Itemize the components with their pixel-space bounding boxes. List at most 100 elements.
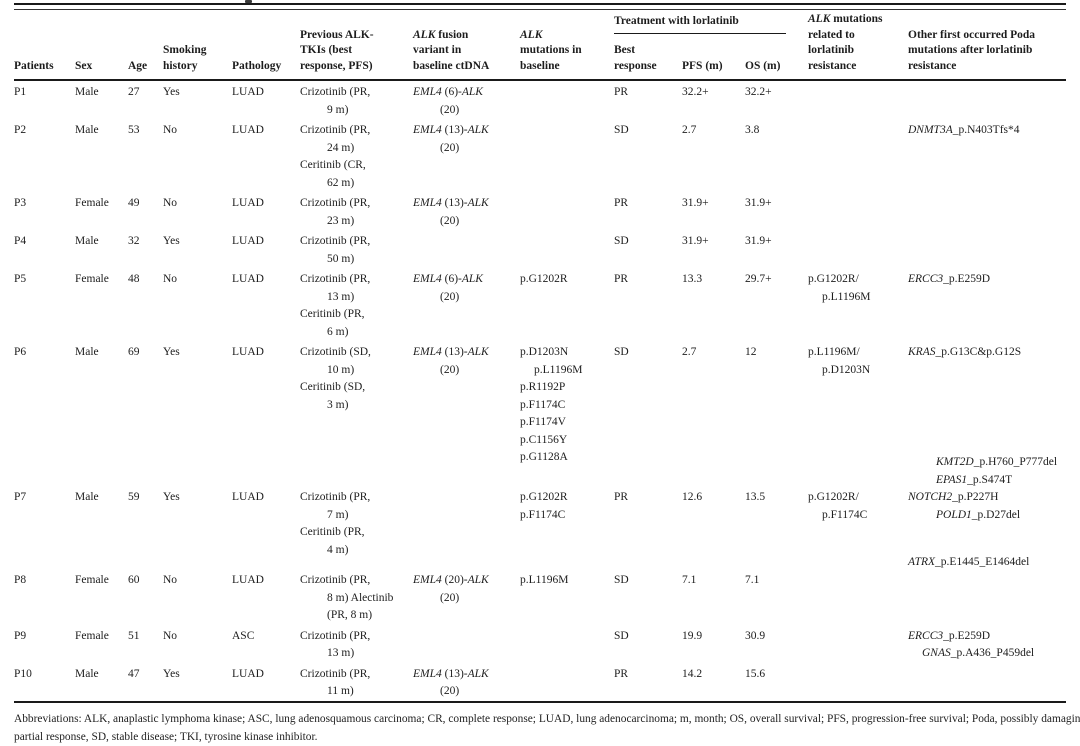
cell-P9-pfs: 19.9 [682,625,745,663]
cell-line: Yes [163,235,180,247]
cell-P4-smoking: Yes [163,230,232,268]
cell-P2-baseline-mut [520,119,614,192]
cell-line: variant in [413,44,462,56]
table-row-P10: P10 Male 47 Yes LUAD Crizotinib (PR, 11 m) EML4… [14,662,1066,703]
cell-line: 48 [128,273,140,285]
cell-line: p.F1174C [520,398,566,411]
column-header-best-response: Best response [614,41,682,81]
column-header-age: Age [128,12,163,81]
cell-line: 12.6 [682,491,703,503]
cell-line: Crizotinib (PR, [300,667,371,680]
cell-P6-resist-mut: p.L1196M/p.D1203N [808,341,908,486]
cell-P9-fusion [413,625,520,663]
cell-line: P10 [14,667,32,680]
table-top-rule-thin [14,9,1066,10]
cell-P7-os: 13.5 [745,486,808,569]
abbreviations-line: Abbreviations: ALK, anaplastic lymphoma … [14,712,1080,725]
column-header-smoking: Smoking history [163,12,232,81]
cell-line: ERCC3_p.E259D [908,273,991,285]
abbreviations-note: Abbreviations: ALK, anaplastic lymphoma … [14,710,1080,746]
cell-line: Female [75,197,109,209]
cell-line: P4 [14,235,27,247]
cell-P6-other-mut: KRAS_p.G13C&p.G12S [908,341,1066,486]
cell-line: No [163,629,178,642]
column-header-other-mut: Other first occurred Poda mutations after… [908,12,1066,81]
cell-P3-sex: Female [75,192,128,230]
cell-P7-best-response: PR [614,486,682,569]
cell-P8-fusion: EML4 (20)-ALK (20) [413,569,520,625]
column-group-label: Treatment with lorlatinib [614,14,786,34]
cell-line: LUAD [232,124,264,136]
cell-P10-pathology: LUAD [232,662,300,703]
cell-line: 69 [128,346,140,358]
cell-P2-os: 3.8 [745,119,808,192]
cell-line: PR [614,273,629,285]
cell-P8-pfs: 7.1 [682,569,745,625]
cell-line: P6 [14,346,27,358]
cell-line: resistance [908,59,957,72]
cell-line: No [163,273,178,285]
cell-line: 4 m) [327,543,349,556]
cell-P1-pfs: 32.2+ [682,80,745,119]
cell-P2-prev-tki: Crizotinib (PR, 24 m) Ceritinib (CR, 62 m) [300,119,413,192]
cell-P2-best-response: SD [614,119,682,192]
cell-line: response, PFS) [300,59,373,72]
cell-P3-patients: P3 [14,192,75,230]
cell-line: p.G1202R [520,273,568,285]
cell-P8-prev-tki: Crizotinib (PR, 8 m) Alectinib (PR, 8 m) [300,569,413,625]
cell-line: Sex [75,59,93,72]
cell-P9-resist-mut [808,625,908,663]
cell-line: LUAD [232,273,264,285]
cell-line: resistance [808,59,857,72]
cell-line: p.G1202R/ [808,491,859,503]
cell-line: 13.3 [682,273,703,285]
table-row-P2: P2 Male 53 No LUAD Crizotinib (PR, 24 m) Ceriti… [14,119,1066,192]
cell-line: 7.1 [682,574,697,586]
cell-P7-other-mut: KMT2D_p.H760_P777del EPAS1_p.S474T NOTCH2_… [908,456,1066,569]
cell-P7-pfs: 12.6 [682,486,745,569]
cell-P4-os: 31.9+ [745,230,808,268]
column-header-resist-mut: ALK mutations related to lorlatinib resista… [808,12,908,81]
cell-P3-age: 49 [128,192,163,230]
cell-P1-sex: Male [75,80,128,119]
table-head: Patients Sex Age Smoking history Pathology Pre… [14,12,1066,81]
cell-line: 31.9+ [745,197,772,209]
cell-P4-patients: P4 [14,230,75,268]
cell-P4-pfs: 31.9+ [682,230,745,268]
cell-line: (PR, 8 m) [327,609,373,621]
cell-line: (20) [440,103,460,116]
cell-P3-pfs: 31.9+ [682,192,745,230]
cell-line: p.L1196M/ [808,346,860,358]
cell-line: Crizotinib (SD, [300,346,371,358]
cell-P3-prev-tki: Crizotinib (PR, 23 m) [300,192,413,230]
column-header-pfs: PFS (m) [682,41,745,81]
cell-P5-fusion: EML4 (6)-ALK (20) [413,268,520,341]
cell-P7-resist-mut: p.G1202R/p.F1174C [808,486,908,569]
cell-line: 2.7 [682,124,697,136]
column-header-prev-tki: Previous ALK- TKIs (best response, PFS) [300,12,413,81]
table-row-P5: P5 Female 48 No LUAD Crizotinib (PR, 13 m) Ceri… [14,268,1066,341]
cell-line: p.L1196M [520,574,569,586]
cell-P9-sex: Female [75,625,128,663]
cell-line: mutations after lorlatinib [908,44,1033,56]
cell-line: No [163,197,178,209]
cell-line: Crizotinib (PR, [300,491,371,503]
cell-line: KRAS_p.G13C&p.G12S [908,346,1022,358]
cell-P5-resist-mut: p.G1202R/p.L1196M [808,268,908,341]
cell-line: Best [614,44,636,56]
cell-line: P8 [14,574,27,586]
cell-P10-best-response: PR [614,662,682,703]
cell-P4-other-mut [908,230,1066,268]
cell-line: EML4 (20)-ALK [413,574,489,586]
cell-P7-age: 59 [128,486,163,569]
header-row-columns: Best response PFS (m) OS (m) [14,41,1066,81]
cell-P10-resist-mut [808,662,908,703]
column-header-os: OS (m) [745,41,808,81]
cell-P4-prev-tki: Crizotinib (PR, 50 m) [300,230,413,268]
cell-line: P7 [14,491,27,503]
cell-P5-age: 48 [128,268,163,341]
cell-line: SD [614,235,629,247]
cell-P5-sex: Female [75,268,128,341]
abbreviations-line: partial response, SD, stable disease; TK… [14,730,318,743]
cell-P1-fusion: EML4 (6)-ALK (20) [413,80,520,119]
